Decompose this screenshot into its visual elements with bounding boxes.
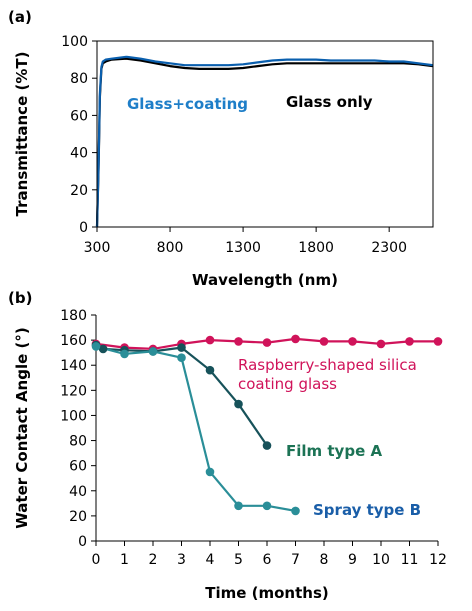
- data-point-spray-type-b: [234, 501, 243, 511]
- x-tick-label-b: 2: [149, 552, 158, 568]
- y-tick-label-b: 80: [69, 434, 87, 450]
- annotation-raspberry-line2: coating glass: [238, 375, 337, 393]
- series-line-spray-type-b: [95, 345, 296, 512]
- x-tick-label-a: 800: [157, 240, 184, 256]
- data-point-spray-type-b: [120, 349, 129, 359]
- x-tick-label-b: 0: [92, 552, 101, 568]
- data-point-film-type-a: [234, 399, 243, 409]
- data-point-film-type-a: [177, 343, 186, 352]
- x-tick-label-b: 11: [401, 552, 419, 568]
- data-point-film-type-a: [98, 344, 108, 354]
- y-tick-label-a: 80: [70, 71, 88, 87]
- data-point-raspberry-shaped-silica-coating-glass: [433, 337, 443, 346]
- y-tick-label-a: 60: [70, 108, 88, 124]
- x-axis-title-b: Time (months): [205, 584, 329, 602]
- y-tick-label-a: 100: [61, 34, 88, 50]
- series-line-glass-coating: [95, 55, 434, 228]
- x-tick-label-a: 300: [84, 240, 111, 256]
- data-point-spray-type-b: [205, 467, 215, 477]
- data-point-spray-type-b: [91, 342, 101, 351]
- x-tick-label-b: 7: [291, 552, 300, 568]
- data-point-raspberry-shaped-silica-coating-glass: [405, 337, 414, 346]
- x-tick-label-b: 10: [372, 552, 390, 568]
- x-tick-label-b: 4: [206, 552, 215, 568]
- y-axis-title-a: Transmittance (%T): [13, 52, 31, 217]
- panel-label-a: (a): [8, 8, 32, 26]
- data-point-raspberry-shaped-silica-coating-glass: [262, 338, 272, 347]
- x-tick-label-a: 2300: [371, 240, 407, 256]
- y-tick-label-b: 40: [69, 484, 87, 500]
- y-tick-label-a: 40: [70, 146, 88, 162]
- x-tick-label-b: 3: [177, 552, 186, 568]
- y-tick-label-b: 120: [60, 383, 87, 399]
- y-axis-title-b: Water Contact Angle (°): [13, 327, 31, 528]
- y-tick-label-a: 20: [70, 183, 88, 199]
- plot-frame-a: [96, 40, 434, 228]
- data-point-raspberry-shaped-silica-coating-glass: [348, 337, 357, 346]
- x-tick-label-a: 1800: [298, 240, 334, 256]
- x-tick-label-b: 6: [263, 552, 272, 568]
- y-tick-label-b: 0: [78, 534, 87, 550]
- x-tick-label-b: 1: [120, 552, 129, 568]
- data-point-spray-type-b: [291, 506, 300, 516]
- data-point-raspberry-shaped-silica-coating-glass: [205, 335, 215, 345]
- annotation-spray-type-b: Spray type B: [313, 501, 421, 519]
- data-point-film-type-a: [205, 365, 215, 375]
- y-tick-label-b: 100: [60, 408, 87, 424]
- chart-a: (a) 0 20 40 60 80 100 300 800 1300 1800 2300 Tran…: [8, 8, 434, 289]
- series-line-glass-only: [95, 57, 434, 228]
- x-tick-label-a: 1300: [225, 240, 261, 256]
- panel-label-b: (b): [8, 289, 32, 307]
- annotation-glass-coating: Glass+coating: [127, 95, 248, 113]
- x-tick-label-b: 12: [429, 552, 447, 568]
- y-tick-label-b: 20: [69, 509, 87, 525]
- y-tick-label-a: 0: [79, 220, 88, 236]
- data-point-spray-type-b: [262, 501, 272, 511]
- y-tick-label-b: 160: [60, 333, 87, 349]
- annotation-glass-only: Glass only: [286, 93, 373, 111]
- annotation-raspberry-line1: Raspberry-shaped silica: [238, 356, 417, 374]
- data-point-raspberry-shaped-silica-coating-glass: [234, 337, 243, 346]
- data-point-raspberry-shaped-silica-coating-glass: [291, 334, 300, 344]
- x-axis-title-a: Wavelength (nm): [192, 271, 338, 289]
- data-point-spray-type-b: [148, 347, 158, 356]
- y-tick-label-b: 60: [69, 459, 87, 475]
- data-point-film-type-a: [262, 441, 272, 450]
- x-tick-label-b: 5: [234, 552, 243, 568]
- data-point-raspberry-shaped-silica-coating-glass: [376, 339, 386, 349]
- data-point-raspberry-shaped-silica-coating-glass: [319, 337, 329, 346]
- data-point-spray-type-b: [177, 353, 186, 363]
- y-tick-label-b: 180: [60, 308, 87, 324]
- y-tick-label-b: 140: [60, 358, 87, 374]
- annotation-film-type-a: Film type A: [286, 442, 382, 460]
- x-tick-label-b: 8: [320, 552, 329, 568]
- x-tick-label-b: 9: [348, 552, 357, 568]
